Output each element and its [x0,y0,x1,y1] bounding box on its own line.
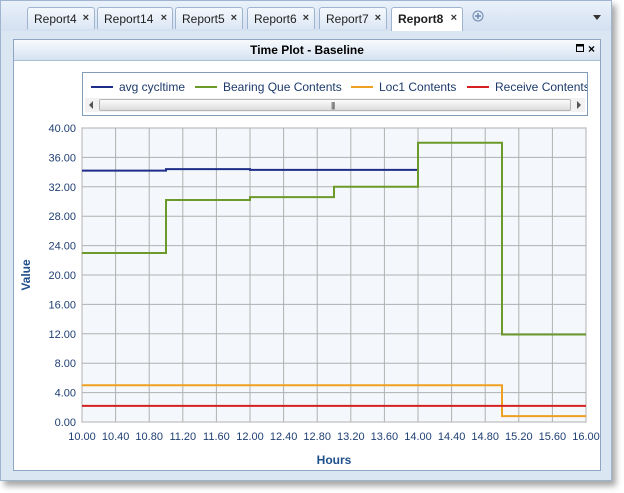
y-axis-label: Value [19,259,33,291]
y-tick-label: 40.00 [48,123,76,135]
tab-report8[interactable]: Report8 × [391,7,463,31]
x-tick-label: 13.60 [371,431,399,443]
x-tick-label: 14.40 [438,431,466,443]
legend-swatch [195,85,217,88]
x-tick-label: 14.00 [404,431,432,443]
legend-label: Bearing Que Contents [223,80,342,94]
grip-icon: ||| [331,101,335,110]
y-tick-label: 28.00 [48,211,76,223]
y-tick-label: 24.00 [48,241,76,253]
legend-item-receive-contents: Receive Contents [467,80,587,94]
add-tab-icon[interactable] [472,10,484,22]
y-tick-label: 4.00 [55,388,76,400]
legend-label: Loc1 Contents [379,80,457,94]
x-tick-label: 15.60 [539,431,567,443]
y-tick-label: 0.00 [55,417,76,429]
x-tick-label: 12.40 [270,431,298,443]
legend-scrollbar[interactable]: ||| [85,98,585,112]
legend-item-bearing-que-contents: Bearing Que Contents [195,80,342,94]
legend-swatch [467,85,489,88]
close-icon[interactable]: × [302,12,309,24]
legend-label: avg cycltime [119,80,186,94]
y-tick-label: 8.00 [55,358,76,370]
y-tick-label: 16.00 [48,299,76,311]
x-tick-labels: 10.00 10.40 10.80 11.20 11.60 12.00 12.40 12.80… [68,431,600,443]
x-tick-label: 10.00 [68,431,96,443]
close-icon[interactable]: × [588,42,596,56]
restore-icon[interactable] [576,44,584,55]
close-icon[interactable]: × [160,12,167,24]
x-tick-label: 13.20 [337,431,365,443]
tab-label: Report8 [398,12,444,26]
tab-label: Report6 [254,12,297,26]
y-tick-label: 32.00 [48,182,76,194]
series-lines [82,141,586,418]
chevron-down-icon[interactable] [593,15,601,20]
scroll-right-icon[interactable] [577,101,581,109]
series-line-avg-cycltime [82,168,419,172]
x-tick-label: 16.00 [572,431,600,443]
tab-label: Report14 [104,12,154,26]
tab-report14[interactable]: Report14 × [97,7,173,29]
tab-label: Report4 [34,12,77,26]
series-line-bearing-que-contents [82,141,586,336]
x-tick-label: 15.20 [505,431,533,443]
y-tick-label: 36.00 [48,152,76,164]
tab-report6[interactable]: Report6 × [247,7,315,29]
x-tick-label: 11.60 [203,431,230,443]
x-tick-label: 12.80 [303,431,331,443]
tab-report4[interactable]: Report4 × [27,7,95,29]
legend-item-loc1-contents: Loc1 Contents [351,80,456,94]
legend-swatch [91,85,113,88]
close-icon[interactable]: × [230,12,237,24]
tab-label: Report7 [326,12,369,26]
tab-report7[interactable]: Report7 × [319,7,387,29]
scrollbar-thumb[interactable]: ||| [99,99,571,111]
tab-strip: Report4 × Report14 × Report5 × Report6 ×… [1,1,611,31]
time-plot-panel: Time Plot - Baseline × avg cycltime Bear… [13,39,601,471]
tab-report5[interactable]: Report5 × [175,7,243,29]
tab-label: Report5 [182,12,225,26]
x-tick-label: 12.00 [236,431,264,443]
x-tick-label: 10.80 [135,431,163,443]
legend-item-avg-cycltime: avg cycltime [91,80,185,94]
report-window: Report4 × Report14 × Report5 × Report6 ×… [0,0,612,481]
y-tick-labels: 0.00 4.00 8.00 12.00 16.00 20.00 24.00 28.00 32.… [48,123,76,429]
time-plot-chart: 10.00 10.40 10.80 11.20 11.60 12.00 12.40 12.80… [19,123,600,467]
y-tick-label: 12.00 [48,329,76,341]
chart-legend: avg cycltime Bearing Que Contents Loc1 C… [82,72,588,116]
close-icon[interactable]: × [82,12,89,24]
close-icon[interactable]: × [374,12,381,24]
x-tick-label: 10.40 [102,431,130,443]
scroll-left-icon[interactable] [89,101,93,109]
legend-items: avg cycltime Bearing Que Contents Loc1 C… [83,73,587,99]
y-tick-label: 20.00 [48,270,76,282]
legend-swatch [351,85,373,88]
x-tick-label: 14.80 [471,431,499,443]
series-line-loc1-contents [82,384,586,418]
close-icon[interactable]: × [450,12,457,24]
x-axis-label: Hours [317,453,352,467]
legend-label: Receive Contents [495,80,587,94]
panel-title: Time Plot - Baseline [14,40,600,61]
x-tick-label: 11.20 [169,431,196,443]
